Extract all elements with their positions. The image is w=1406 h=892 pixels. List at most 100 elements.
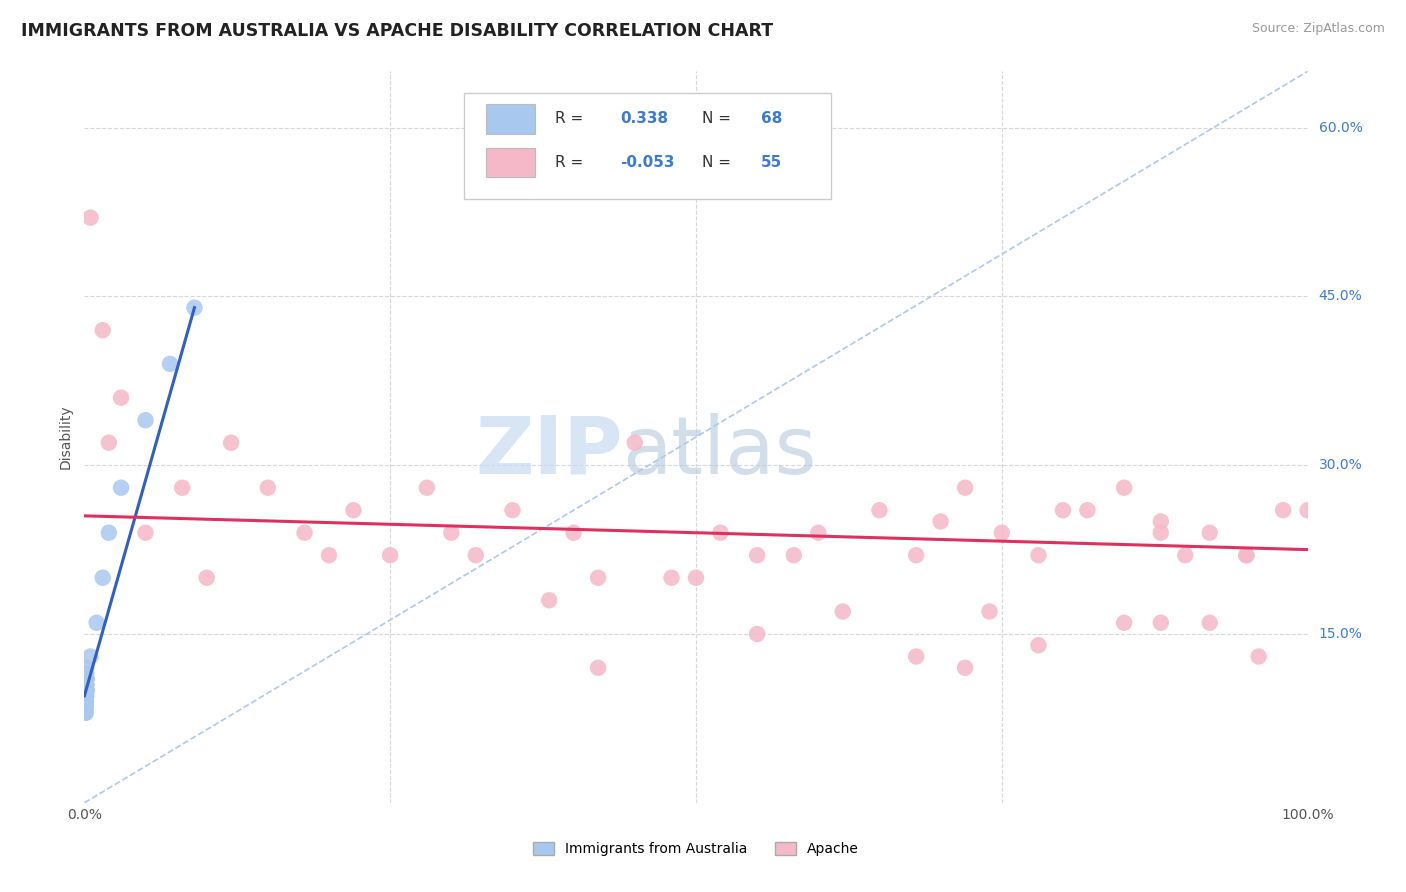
Point bbox=[75, 694, 97, 708]
Point bbox=[75, 678, 97, 692]
Point bbox=[86, 615, 108, 630]
Point bbox=[75, 683, 97, 698]
Point bbox=[502, 503, 524, 517]
Point bbox=[91, 571, 114, 585]
Point bbox=[159, 357, 181, 371]
Text: ZIP: ZIP bbox=[475, 413, 623, 491]
Point bbox=[75, 689, 97, 703]
Point bbox=[183, 301, 205, 315]
Point bbox=[1114, 615, 1136, 630]
Point bbox=[97, 525, 120, 540]
Point bbox=[75, 694, 97, 708]
Point bbox=[75, 689, 97, 703]
Text: 60.0%: 60.0% bbox=[1319, 120, 1362, 135]
Text: 55: 55 bbox=[761, 155, 782, 170]
Point bbox=[75, 678, 97, 692]
Point bbox=[685, 571, 707, 585]
Point bbox=[562, 525, 585, 540]
Point bbox=[807, 525, 830, 540]
Text: 30.0%: 30.0% bbox=[1319, 458, 1362, 472]
Point bbox=[586, 571, 609, 585]
Point bbox=[1198, 615, 1220, 630]
Point bbox=[75, 678, 97, 692]
Point bbox=[75, 683, 97, 698]
Point bbox=[979, 605, 1001, 619]
Text: -0.053: -0.053 bbox=[620, 155, 675, 170]
Point bbox=[783, 548, 806, 562]
Point bbox=[709, 525, 731, 540]
Point bbox=[953, 481, 976, 495]
Point bbox=[905, 548, 928, 562]
Point bbox=[1052, 503, 1074, 517]
Point bbox=[135, 413, 157, 427]
Point bbox=[586, 661, 609, 675]
Text: N =: N = bbox=[702, 112, 735, 127]
Point bbox=[1076, 503, 1098, 517]
Point bbox=[75, 678, 97, 692]
Point bbox=[75, 683, 97, 698]
Text: 15.0%: 15.0% bbox=[1319, 627, 1362, 641]
Text: 0.338: 0.338 bbox=[620, 112, 668, 127]
Point bbox=[91, 323, 114, 337]
Point bbox=[1150, 615, 1173, 630]
Point bbox=[75, 694, 97, 708]
Point bbox=[1236, 548, 1258, 562]
Point bbox=[380, 548, 402, 562]
Point bbox=[75, 694, 97, 708]
Point bbox=[76, 683, 98, 698]
Point bbox=[929, 515, 952, 529]
Point bbox=[75, 678, 97, 692]
Point bbox=[75, 689, 97, 703]
Point bbox=[869, 503, 891, 517]
Point bbox=[75, 683, 97, 698]
Y-axis label: Disability: Disability bbox=[59, 405, 73, 469]
Point bbox=[75, 683, 97, 698]
Point bbox=[75, 694, 97, 708]
Point bbox=[75, 694, 97, 708]
Point bbox=[75, 706, 97, 720]
Point bbox=[624, 435, 647, 450]
Point bbox=[75, 678, 97, 692]
Point bbox=[75, 666, 97, 681]
Point bbox=[1198, 525, 1220, 540]
Point bbox=[75, 683, 97, 698]
Point bbox=[75, 706, 97, 720]
Point bbox=[75, 683, 97, 698]
Point bbox=[75, 678, 97, 692]
Point bbox=[1174, 548, 1197, 562]
Legend: Immigrants from Australia, Apache: Immigrants from Australia, Apache bbox=[527, 837, 865, 862]
Text: N =: N = bbox=[702, 155, 735, 170]
Point bbox=[75, 678, 97, 692]
Text: R =: R = bbox=[555, 112, 589, 127]
Point bbox=[905, 649, 928, 664]
Text: atlas: atlas bbox=[623, 413, 817, 491]
Point bbox=[75, 661, 97, 675]
FancyBboxPatch shape bbox=[485, 148, 534, 178]
FancyBboxPatch shape bbox=[464, 94, 831, 200]
Point bbox=[79, 211, 101, 225]
Point bbox=[75, 683, 97, 698]
Point bbox=[75, 683, 97, 698]
Point bbox=[75, 678, 97, 692]
Point bbox=[75, 672, 97, 686]
Point bbox=[953, 661, 976, 675]
Point bbox=[75, 689, 97, 703]
Point bbox=[75, 689, 97, 703]
Point bbox=[75, 683, 97, 698]
Point bbox=[75, 672, 97, 686]
Point bbox=[110, 391, 132, 405]
Point bbox=[75, 689, 97, 703]
Point bbox=[75, 689, 97, 703]
Text: 45.0%: 45.0% bbox=[1319, 289, 1362, 303]
Point bbox=[219, 435, 242, 450]
Point bbox=[75, 678, 97, 692]
Point bbox=[75, 700, 97, 714]
Text: 68: 68 bbox=[761, 112, 782, 127]
Point bbox=[110, 481, 132, 495]
Point bbox=[538, 593, 561, 607]
Point bbox=[97, 435, 120, 450]
Point bbox=[294, 525, 316, 540]
Point bbox=[75, 689, 97, 703]
Text: IMMIGRANTS FROM AUSTRALIA VS APACHE DISABILITY CORRELATION CHART: IMMIGRANTS FROM AUSTRALIA VS APACHE DISA… bbox=[21, 22, 773, 40]
Point bbox=[831, 605, 853, 619]
